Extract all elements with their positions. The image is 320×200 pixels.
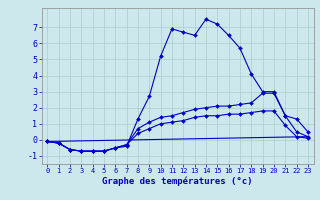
X-axis label: Graphe des températures (°c): Graphe des températures (°c) (102, 177, 253, 186)
